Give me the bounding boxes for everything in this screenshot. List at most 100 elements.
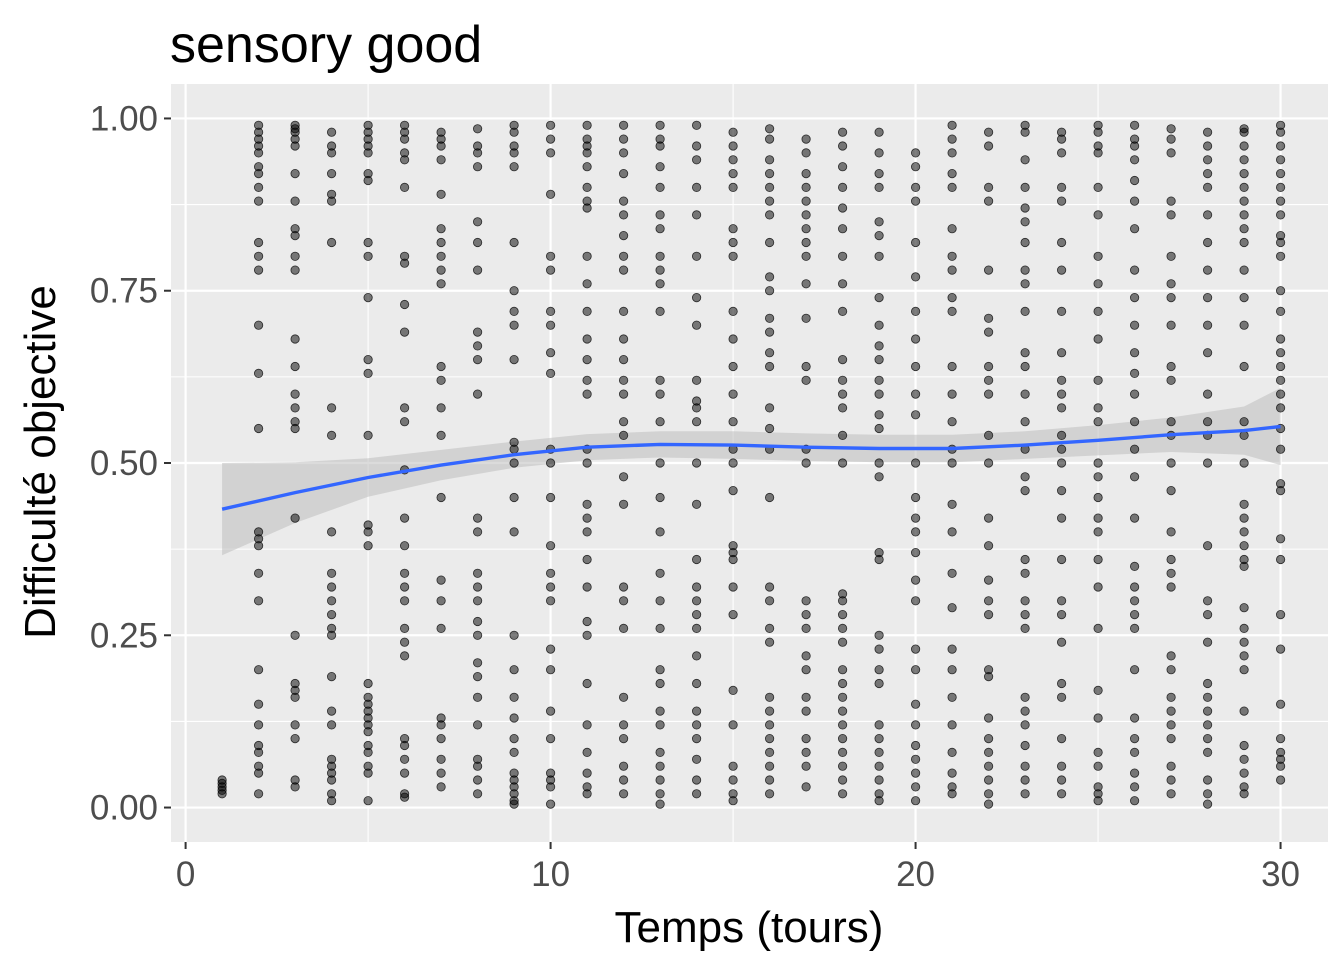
- data-point: [947, 306, 957, 316]
- data-point: [618, 472, 629, 482]
- data-point: [254, 665, 264, 675]
- data-point: [436, 279, 446, 289]
- data-point: [691, 678, 702, 689]
- data-point: [983, 747, 994, 758]
- data-point: [983, 513, 994, 523]
- data-point: [1020, 761, 1030, 771]
- data-point: [472, 141, 483, 151]
- data-point: [1130, 417, 1140, 427]
- data-point: [363, 292, 373, 303]
- data-point: [655, 761, 665, 771]
- data-point: [254, 368, 264, 378]
- data-point: [1057, 609, 1067, 620]
- data-point: [728, 251, 738, 261]
- data-point: [874, 148, 884, 158]
- data-point: [582, 678, 592, 689]
- data-point: [545, 265, 556, 275]
- data-point: [509, 713, 519, 723]
- data-point: [655, 224, 665, 234]
- data-point: [691, 754, 702, 764]
- data-point: [582, 527, 592, 537]
- data-point: [1130, 265, 1140, 275]
- data-point: [655, 389, 665, 399]
- data-point: [290, 513, 300, 523]
- data-point: [1239, 754, 1249, 764]
- data-point: [436, 361, 446, 372]
- data-point: [1130, 609, 1140, 620]
- data-point: [655, 279, 665, 289]
- data-point: [545, 189, 556, 199]
- data-point: [1276, 644, 1286, 654]
- data-point: [874, 789, 884, 799]
- data-point: [801, 237, 811, 248]
- data-point: [582, 354, 592, 365]
- data-point: [618, 196, 629, 206]
- data-point: [472, 630, 483, 640]
- data-point: [1020, 609, 1030, 620]
- data-point: [655, 720, 665, 730]
- data-point: [1239, 499, 1249, 509]
- data-point: [363, 430, 373, 440]
- data-point: [1276, 210, 1286, 220]
- data-point: [618, 120, 629, 130]
- data-point: [728, 306, 738, 316]
- data-point: [436, 265, 446, 275]
- data-point: [618, 720, 629, 730]
- data-point: [764, 582, 775, 592]
- data-point: [509, 286, 519, 296]
- data-point: [1020, 720, 1030, 730]
- data-point: [764, 637, 775, 647]
- data-point: [472, 671, 483, 682]
- data-point: [655, 210, 665, 220]
- data-point: [1093, 554, 1103, 565]
- data-point: [1093, 306, 1103, 316]
- data-point: [1203, 210, 1213, 220]
- data-point: [399, 623, 410, 634]
- data-point: [691, 554, 702, 565]
- data-point: [545, 706, 556, 716]
- data-point: [1130, 120, 1140, 130]
- data-point: [1276, 444, 1286, 454]
- data-point: [874, 292, 884, 303]
- data-point: [691, 651, 702, 661]
- data-point: [764, 775, 775, 785]
- data-point: [290, 120, 300, 130]
- data-point: [691, 499, 702, 509]
- data-point: [1276, 286, 1286, 296]
- data-point: [582, 554, 592, 565]
- x-tick-label: 20: [896, 855, 935, 894]
- data-point: [399, 148, 410, 158]
- data-point: [1057, 348, 1067, 358]
- data-point: [363, 169, 373, 179]
- data-point: [545, 148, 556, 158]
- data-point: [764, 361, 775, 372]
- data-point: [801, 169, 811, 179]
- data-point: [326, 754, 337, 764]
- data-point: [1093, 334, 1103, 344]
- data-point: [983, 733, 994, 744]
- data-point: [910, 182, 921, 192]
- data-point: [728, 417, 738, 427]
- data-point: [1203, 720, 1213, 730]
- data-point: [399, 582, 410, 592]
- data-point: [655, 375, 665, 385]
- data-point: [691, 155, 702, 165]
- data-point: [983, 430, 994, 440]
- data-point: [983, 127, 994, 137]
- data-point: [1057, 148, 1067, 158]
- data-point: [983, 665, 994, 675]
- data-point: [254, 596, 264, 606]
- data-point: [1203, 775, 1213, 785]
- data-point: [1239, 210, 1249, 220]
- data-point: [1166, 148, 1176, 158]
- data-point: [1093, 713, 1103, 723]
- data-point: [874, 472, 884, 482]
- data-point: [837, 224, 848, 234]
- data-point: [1057, 375, 1067, 385]
- data-point: [1239, 541, 1249, 551]
- data-point: [764, 155, 775, 165]
- data-point: [1203, 541, 1213, 551]
- data-point: [728, 127, 738, 137]
- data-point: [728, 224, 738, 234]
- data-point: [1057, 733, 1067, 744]
